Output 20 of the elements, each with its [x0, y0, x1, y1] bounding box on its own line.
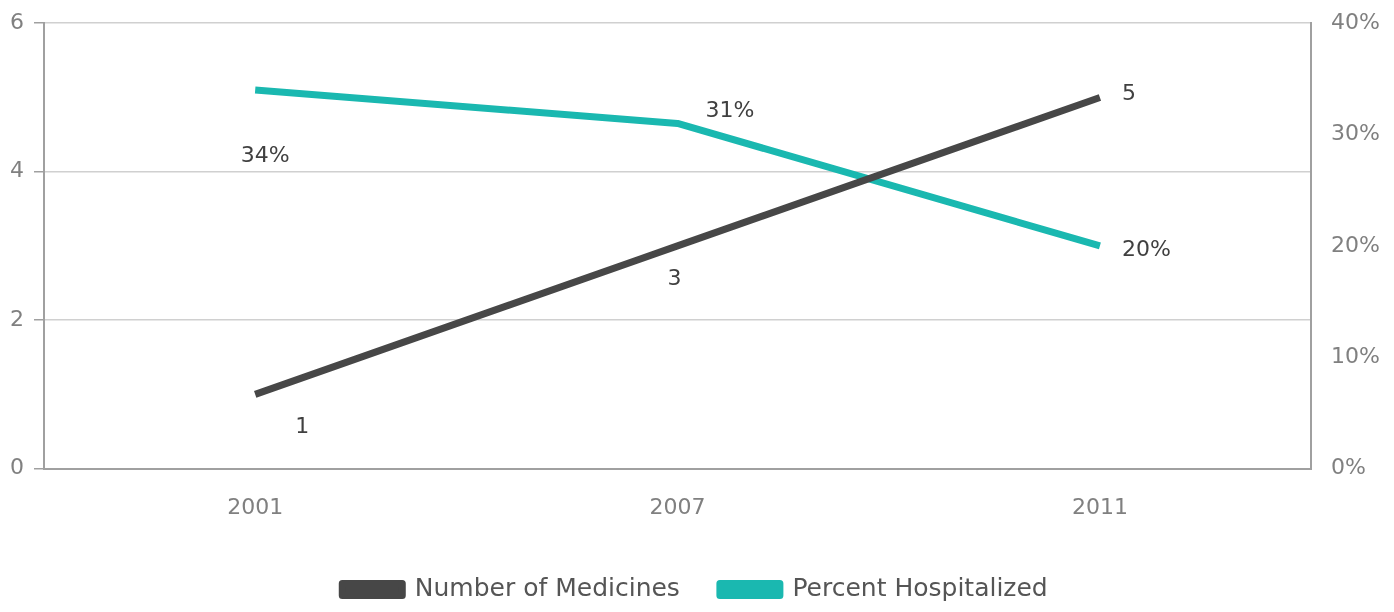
x-tick-label: 2011	[1071, 493, 1128, 519]
data-label: 3	[667, 264, 682, 290]
y-tick-label: 6	[10, 8, 24, 34]
y2-tick-label: 20%	[1331, 231, 1381, 257]
data-label: 31%	[705, 97, 755, 123]
y2-tick-label: 0%	[1331, 454, 1367, 480]
y-tick-label: 0	[10, 454, 24, 480]
data-label: 20%	[1121, 235, 1171, 261]
y2-tick-label: 40%	[1331, 8, 1381, 34]
x-tick-label: 2001	[227, 493, 284, 519]
y2-tick-label: 30%	[1331, 120, 1381, 146]
y2-tick-label: 10%	[1331, 342, 1381, 368]
data-label: 1	[295, 413, 310, 439]
x-tick-label: 2007	[649, 493, 706, 519]
y-tick-label: 4	[10, 157, 24, 183]
legend-label: Percent Hospitalized	[792, 573, 1048, 602]
y-tick-label: 2	[10, 305, 24, 331]
legend-label: Number of Medicines	[414, 573, 680, 602]
data-label: 34%	[240, 141, 290, 167]
data-label: 5	[1121, 80, 1136, 106]
